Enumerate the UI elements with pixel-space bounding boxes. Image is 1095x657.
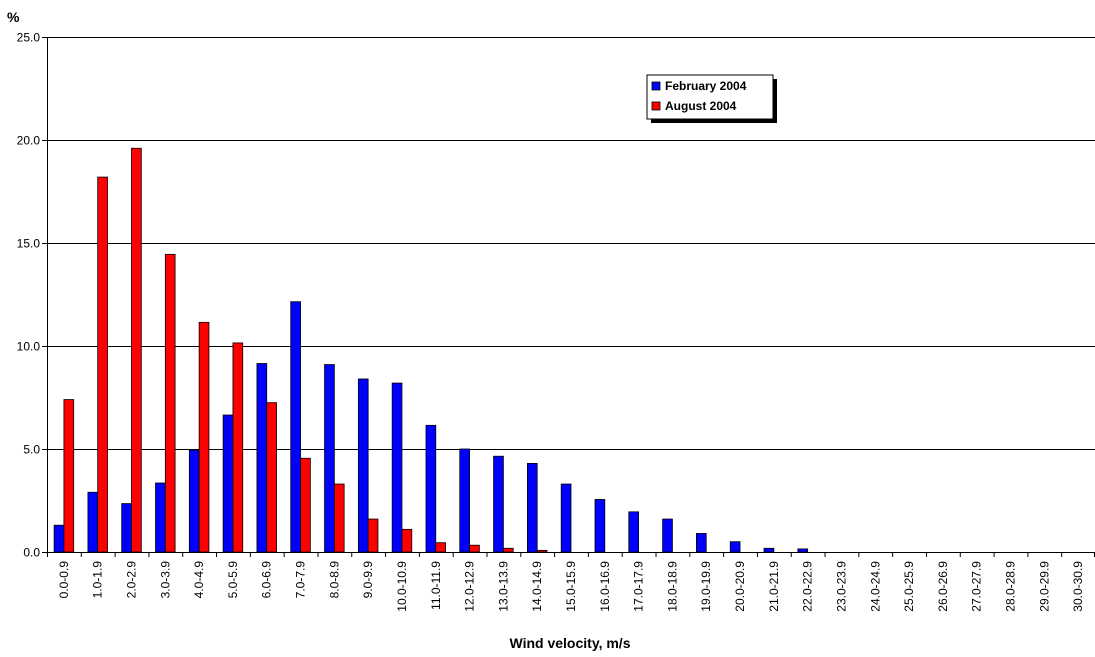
bar-february-4.0-4.9 [188,449,200,553]
x-tick-label: 5.0-5.9 [226,561,240,599]
bar-february-7.0-7.9 [290,301,301,553]
legend-label-february: February 2004 [665,79,747,93]
x-tick-label: 7.0-7.9 [294,561,308,599]
x-tick-label: 23.0-23.9 [834,561,848,612]
x-tick-label: 19.0-19.9 [699,561,713,612]
bar-february-8.0-8.9 [324,364,335,553]
legend-swatch-august [651,101,661,111]
bar-february-13.0-13.9 [493,455,504,553]
bar-february-5.0-5.9 [222,414,234,553]
legend-label-august: August 2004 [665,99,737,113]
bar-august-0.0-0.9 [63,399,75,553]
bar-august-6.0-6.9 [266,402,277,553]
axes [42,37,1095,557]
x-tick-label: 25.0-25.9 [902,561,916,612]
y-tick-labels: 0.0 5.0 10.0 15.0 20.0 25.0 [17,31,41,560]
x-tick-label: 18.0-18.9 [665,561,679,612]
bar-february-19.0-19.9 [696,533,707,553]
x-tick-label: 12.0-12.9 [463,561,477,612]
bar-august-10.0-10.9 [401,528,413,553]
x-tick-label: 22.0-22.9 [801,561,815,612]
bar-february-21.0-21.9 [763,547,775,553]
bar-february-1.0-1.9 [87,491,99,553]
y-tick-label: 15.0 [17,237,41,251]
bar-february-10.0-10.9 [391,382,403,553]
legend-swatch-february [651,81,661,91]
bar-august-13.0-13.9 [502,547,514,553]
x-tick-label: 15.0-15.9 [564,561,578,612]
bar-august-1.0-1.9 [97,176,108,553]
x-tick-label: 17.0-17.9 [632,561,646,612]
x-tick-label: 3.0-3.9 [158,561,172,599]
bar-august-14.0-14.9 [536,549,548,553]
bar-august-11.0-11.9 [435,542,446,553]
bar-february-12.0-12.9 [459,448,470,553]
x-tick-label: 4.0-4.9 [192,561,206,599]
x-tick-label: 1.0-1.9 [91,561,105,599]
x-tick-label: 30.0-30.9 [1071,561,1085,612]
x-tick-label: 0.0-0.9 [57,561,71,599]
bar-february-2.0-2.9 [121,503,132,553]
bar-february-18.0-18.9 [662,518,673,553]
bar-february-3.0-3.9 [155,482,166,553]
y-tick-label: 25.0 [17,31,41,45]
x-tick-label: 10.0-10.9 [395,561,409,612]
bar-august-4.0-4.9 [198,321,210,553]
x-tick-label: 28.0-28.9 [1003,561,1017,612]
x-tick-label: 13.0-13.9 [496,561,510,612]
bar-february-16.0-16.9 [594,499,606,553]
bar-august-7.0-7.9 [300,457,311,553]
x-tick-label: 8.0-8.9 [327,561,341,599]
y-tick-label: 5.0 [23,443,40,457]
x-tick-label: 16.0-16.9 [598,561,612,612]
x-tick-label: 29.0-29.9 [1037,561,1051,612]
bar-august-5.0-5.9 [232,342,244,553]
x-tick-label: 21.0-21.9 [767,561,781,612]
bar-february-22.0-22.9 [797,548,809,553]
y-tick-label: 0.0 [23,546,40,560]
y-axis-label: % [7,9,20,25]
bar-february-9.0-9.9 [357,378,369,553]
x-tick-label: 11.0-11.9 [429,561,443,610]
bars [53,147,809,553]
x-tick-label: 2.0-2.9 [125,561,139,599]
bar-august-12.0-12.9 [469,544,480,553]
bar-february-6.0-6.9 [256,363,268,553]
x-tick-labels: 0.0-0.9 1.0-1.9 2.0-2.9 3.0-3.9 4.0-4.9 5.0-5… [57,561,1085,612]
x-axis-label: Wind velocity, m/s [510,635,631,651]
y-tick-label: 20.0 [17,134,41,148]
bar-february-20.0-20.9 [729,541,741,553]
x-tick-label: 20.0-20.9 [733,561,747,612]
bar-february-0.0-0.9 [53,524,65,553]
bar-february-11.0-11.9 [425,424,437,553]
x-tick-label: 6.0-6.9 [260,561,274,599]
legend: February 2004 August 2004 [646,74,777,123]
x-tick-label: 26.0-26.9 [936,561,950,612]
gridlines [47,37,1095,450]
bar-august-3.0-3.9 [164,253,176,553]
bar-february-17.0-17.9 [628,511,640,553]
x-tick-label: 27.0-27.9 [970,561,984,612]
bar-august-8.0-8.9 [333,483,345,553]
x-tick-label: 9.0-9.9 [361,561,375,599]
x-tick-label: 24.0-24.9 [868,561,882,612]
bar-august-9.0-9.9 [367,518,379,553]
bar-february-14.0-14.9 [526,463,538,553]
bar-august-2.0-2.9 [131,147,142,553]
bar-february-15.0-15.9 [560,483,572,553]
legend-box [646,74,774,120]
x-tick-label: 14.0-14.9 [530,561,544,612]
y-tick-label: 10.0 [17,340,41,354]
